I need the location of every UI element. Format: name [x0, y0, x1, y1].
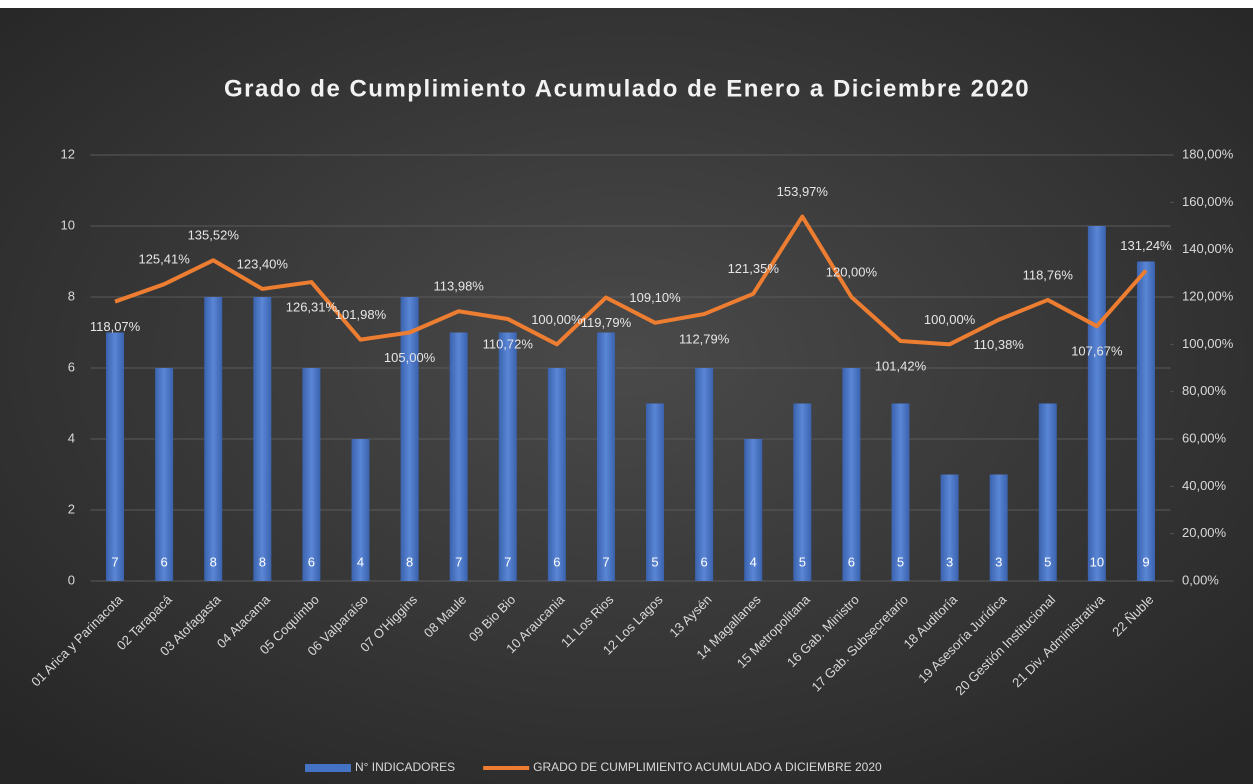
line-value-label: 112,79%	[679, 332, 730, 347]
bar-value-label: 6	[161, 554, 168, 569]
bar	[1038, 403, 1057, 581]
bar	[1087, 226, 1106, 581]
bar	[989, 474, 1008, 581]
bar-value-label: 3	[946, 554, 953, 569]
bar-value-label: 7	[504, 554, 511, 569]
bar	[695, 368, 714, 581]
bar-value-label: 6	[308, 554, 315, 569]
bar	[253, 297, 272, 581]
bar	[400, 297, 419, 581]
chart-background	[0, 8, 1253, 784]
bar	[547, 368, 566, 581]
bar-value-label: 7	[455, 554, 462, 569]
bar	[842, 368, 861, 581]
bar-value-label: 5	[897, 554, 904, 569]
y-tick-label: 12	[61, 146, 75, 161]
bar-value-label: 6	[553, 554, 560, 569]
bar	[449, 332, 468, 581]
bar-value-label: 3	[995, 554, 1002, 569]
bar	[596, 332, 615, 581]
bar-value-label: 8	[259, 554, 266, 569]
line-value-label: 107,67%	[1071, 344, 1123, 359]
y2-tick-label: 120,00%	[1182, 288, 1234, 303]
line-value-label: 110,72%	[483, 336, 534, 351]
bar-value-label: 8	[406, 554, 413, 569]
line-value-label: 118,07%	[90, 319, 141, 334]
line-value-label: 119,79%	[581, 315, 632, 330]
line-value-label: 121,35%	[728, 261, 780, 276]
bar-value-label: 4	[750, 554, 757, 569]
line-value-label: 123,40%	[237, 256, 289, 271]
bar-value-label: 5	[799, 554, 806, 569]
line-value-label: 100,00%	[531, 312, 583, 327]
y2-tick-label: 180,00%	[1182, 146, 1234, 161]
bar-value-label: 7	[111, 554, 118, 569]
bar-value-label: 5	[1044, 554, 1051, 569]
bar	[155, 368, 174, 581]
bar-value-label: 10	[1090, 554, 1104, 569]
bar-value-label: 5	[651, 554, 658, 569]
y2-tick-label: 60,00%	[1182, 430, 1227, 445]
bar-value-label: 6	[701, 554, 708, 569]
bar	[646, 403, 665, 581]
y2-tick-label: 40,00%	[1182, 478, 1227, 493]
bar	[891, 403, 910, 581]
y-tick-label: 8	[68, 288, 75, 303]
bar	[793, 403, 812, 581]
bar-value-label: 4	[357, 554, 364, 569]
y-tick-label: 6	[68, 359, 75, 374]
bar-value-label: 8	[210, 554, 217, 569]
bar	[744, 439, 763, 581]
legend-swatch	[305, 764, 351, 772]
bar	[498, 332, 517, 581]
bar	[940, 474, 959, 581]
line-series	[114, 214, 1148, 347]
line-value-label: 153,97%	[777, 184, 829, 199]
bar	[302, 368, 321, 581]
bar	[106, 332, 125, 581]
y2-tick-label: 0,00%	[1182, 572, 1219, 587]
line-value-label: 100,00%	[924, 312, 976, 327]
bar	[1136, 261, 1155, 581]
line-value-label: 110,38%	[974, 337, 1025, 352]
line-value-label: 120,00%	[826, 264, 878, 279]
line-value-label: 101,42%	[875, 358, 927, 373]
line-value-label: 101,98%	[335, 307, 387, 322]
line-value-label: 131,24%	[1120, 238, 1172, 253]
y-tick-label: 2	[68, 501, 75, 516]
line-value-label: 105,00%	[384, 350, 436, 365]
y-tick-label: 4	[68, 430, 75, 445]
bar	[351, 439, 370, 581]
y2-tick-label: 80,00%	[1182, 383, 1227, 398]
line-value-label: 125,41%	[138, 252, 190, 267]
legend-label: N° INDICADORES	[355, 760, 455, 774]
y-tick-label: 0	[68, 572, 75, 587]
bar-value-label: 9	[1142, 554, 1149, 569]
y-tick-label: 10	[61, 217, 75, 232]
line-value-label: 126,31%	[286, 300, 338, 315]
y2-tick-label: 20,00%	[1182, 525, 1227, 540]
line-value-label: 113,98%	[434, 279, 485, 294]
y2-tick-label: 140,00%	[1182, 241, 1234, 256]
legend-label: GRADO DE CUMPLIMIENTO ACUMULADO A DICIEM…	[533, 760, 882, 774]
line-value-label: 118,76%	[1023, 267, 1074, 282]
bar	[204, 297, 223, 581]
y2-tick-label: 100,00%	[1182, 336, 1234, 351]
chart-title: Grado de Cumplimiento Acumulado de Enero…	[224, 75, 1030, 102]
bar-value-label: 6	[848, 554, 855, 569]
line-value-label: 135,52%	[188, 228, 240, 243]
line-value-label: 109,10%	[629, 290, 681, 305]
bar-value-label: 7	[602, 554, 609, 569]
y2-tick-label: 160,00%	[1182, 194, 1234, 209]
